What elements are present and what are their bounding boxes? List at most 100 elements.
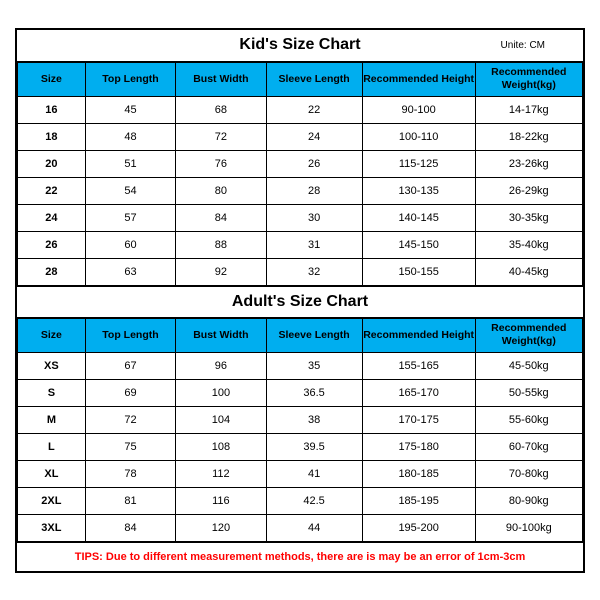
table-cell: 24	[18, 204, 86, 231]
table-cell: 55-60kg	[475, 406, 582, 433]
table-cell: 130-135	[362, 177, 475, 204]
table-cell: 120	[176, 514, 266, 541]
table-cell: 78	[85, 460, 175, 487]
table-cell: 165-170	[362, 379, 475, 406]
table-cell: 41	[266, 460, 362, 487]
table-row: 2XL8111642.5185-19580-90kg	[18, 487, 583, 514]
table-cell: 155-165	[362, 352, 475, 379]
table-cell: 100	[176, 379, 266, 406]
table-cell: 180-185	[362, 460, 475, 487]
table-cell: 60	[85, 231, 175, 258]
table-cell: 24	[266, 123, 362, 150]
col-sleeve: Sleeve Length	[266, 318, 362, 352]
table-cell: 36.5	[266, 379, 362, 406]
col-weight: Recommended Weight(kg)	[475, 62, 582, 96]
col-height: Recommended Height	[362, 62, 475, 96]
table-row: L7510839.5175-18060-70kg	[18, 433, 583, 460]
col-size: Size	[18, 318, 86, 352]
table-cell: 35-40kg	[475, 231, 582, 258]
table-cell: 44	[266, 514, 362, 541]
table-cell: 108	[176, 433, 266, 460]
table-cell: 72	[85, 406, 175, 433]
table-cell: 84	[176, 204, 266, 231]
table-cell: 28	[18, 258, 86, 285]
table-cell: 115-125	[362, 150, 475, 177]
table-cell: 51	[85, 150, 175, 177]
table-cell: 26	[266, 150, 362, 177]
table-cell: 67	[85, 352, 175, 379]
table-cell: 75	[85, 433, 175, 460]
table-cell: 30-35kg	[475, 204, 582, 231]
table-cell: XS	[18, 352, 86, 379]
table-cell: L	[18, 433, 86, 460]
table-cell: 116	[176, 487, 266, 514]
kids-title: Kid's Size Chart	[239, 36, 360, 54]
table-row: M7210438170-17555-60kg	[18, 406, 583, 433]
col-top: Top Length	[85, 62, 175, 96]
table-cell: 16	[18, 96, 86, 123]
col-sleeve: Sleeve Length	[266, 62, 362, 96]
kids-header-row: Size Top Length Bust Width Sleeve Length…	[18, 62, 583, 96]
table-cell: 26-29kg	[475, 177, 582, 204]
table-cell: 92	[176, 258, 266, 285]
table-cell: 170-175	[362, 406, 475, 433]
adults-header-row: Size Top Length Bust Width Sleeve Length…	[18, 318, 583, 352]
table-cell: 145-150	[362, 231, 475, 258]
table-cell: 54	[85, 177, 175, 204]
table-cell: 100-110	[362, 123, 475, 150]
table-cell: 23-26kg	[475, 150, 582, 177]
unit-label: Unite: CM	[501, 40, 545, 51]
table-cell: XL	[18, 460, 86, 487]
table-cell: 20	[18, 150, 86, 177]
table-cell: 150-155	[362, 258, 475, 285]
table-cell: 35	[266, 352, 362, 379]
table-row: 20517626115-12523-26kg	[18, 150, 583, 177]
table-cell: S	[18, 379, 86, 406]
table-cell: 63	[85, 258, 175, 285]
size-chart-container: Kid's Size Chart Unite: CM Size Top Leng…	[15, 28, 585, 573]
kids-title-row: Kid's Size Chart Unite: CM	[17, 30, 583, 62]
table-cell: 90-100kg	[475, 514, 582, 541]
col-height: Recommended Height	[362, 318, 475, 352]
kids-table: Size Top Length Bust Width Sleeve Length…	[17, 62, 583, 286]
table-cell: 80	[176, 177, 266, 204]
table-cell: 81	[85, 487, 175, 514]
col-weight: Recommended Weight(kg)	[475, 318, 582, 352]
adults-title: Adult's Size Chart	[232, 293, 368, 311]
col-size: Size	[18, 62, 86, 96]
table-cell: 3XL	[18, 514, 86, 541]
table-cell: 84	[85, 514, 175, 541]
table-cell: 60-70kg	[475, 433, 582, 460]
col-bust: Bust Width	[176, 318, 266, 352]
table-row: XS679635155-16545-50kg	[18, 352, 583, 379]
table-row: 3XL8412044195-20090-100kg	[18, 514, 583, 541]
table-cell: 96	[176, 352, 266, 379]
table-cell: 70-80kg	[475, 460, 582, 487]
table-cell: 112	[176, 460, 266, 487]
table-cell: 18-22kg	[475, 123, 582, 150]
table-cell: 30	[266, 204, 362, 231]
table-cell: 50-55kg	[475, 379, 582, 406]
table-cell: 39.5	[266, 433, 362, 460]
table-cell: 69	[85, 379, 175, 406]
col-bust: Bust Width	[176, 62, 266, 96]
tips-note: TIPS: Due to different measurement metho…	[17, 542, 583, 571]
table-cell: M	[18, 406, 86, 433]
table-cell: 22	[18, 177, 86, 204]
table-cell: 90-100	[362, 96, 475, 123]
table-cell: 68	[176, 96, 266, 123]
table-cell: 88	[176, 231, 266, 258]
table-cell: 76	[176, 150, 266, 177]
table-cell: 22	[266, 96, 362, 123]
table-cell: 72	[176, 123, 266, 150]
table-row: 1645682290-10014-17kg	[18, 96, 583, 123]
table-cell: 195-200	[362, 514, 475, 541]
table-cell: 42.5	[266, 487, 362, 514]
adults-title-row: Adult's Size Chart	[17, 286, 583, 318]
table-cell: 140-145	[362, 204, 475, 231]
table-cell: 80-90kg	[475, 487, 582, 514]
table-cell: 185-195	[362, 487, 475, 514]
table-cell: 57	[85, 204, 175, 231]
table-cell: 32	[266, 258, 362, 285]
adults-table: Size Top Length Bust Width Sleeve Length…	[17, 318, 583, 542]
